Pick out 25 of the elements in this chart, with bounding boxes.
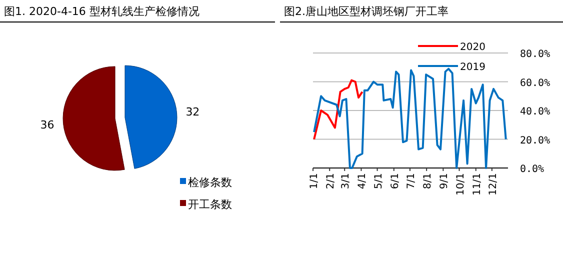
y-tick-label: 60.0% [520, 78, 550, 89]
data-label: 36 [40, 118, 54, 132]
legend-label: 开工条数 [188, 198, 232, 211]
x-tick-label: 6/1 [390, 173, 401, 190]
y-tick-label: 20.0% [520, 135, 550, 146]
x-tick-label: 3/1 [340, 173, 352, 190]
y-tick-label: 0.0% [520, 164, 544, 175]
chart-title: 图1. 2020-4-16 型材轧线生产检修情况 [4, 5, 200, 18]
x-tick-label: 9/1 [439, 173, 450, 190]
y-tick-label: 80.0% [520, 49, 550, 60]
x-tick-label: 4/1 [357, 173, 368, 190]
x-tick-label: 11/1 [472, 173, 483, 196]
x-tick-label: 8/1 [422, 173, 434, 190]
legend-label: 2020 [460, 42, 486, 53]
x-tick-label: 10/1 [455, 173, 466, 196]
x-tick-label: 2/1 [326, 173, 337, 190]
x-tick-label: 12/1 [488, 173, 499, 196]
x-tick-label: 1/1 [309, 173, 320, 190]
y-tick-label: 40.0% [520, 106, 550, 118]
legend-label: 2019 [460, 62, 486, 73]
legend-label: 检修条数 [188, 176, 232, 189]
data-label: 32 [186, 106, 200, 119]
chart-title: 图2.唐山地区型材调坯钢厂开工率 [284, 5, 448, 18]
x-tick-label: 5/1 [373, 173, 384, 190]
x-tick-label: 7/1 [406, 173, 417, 190]
